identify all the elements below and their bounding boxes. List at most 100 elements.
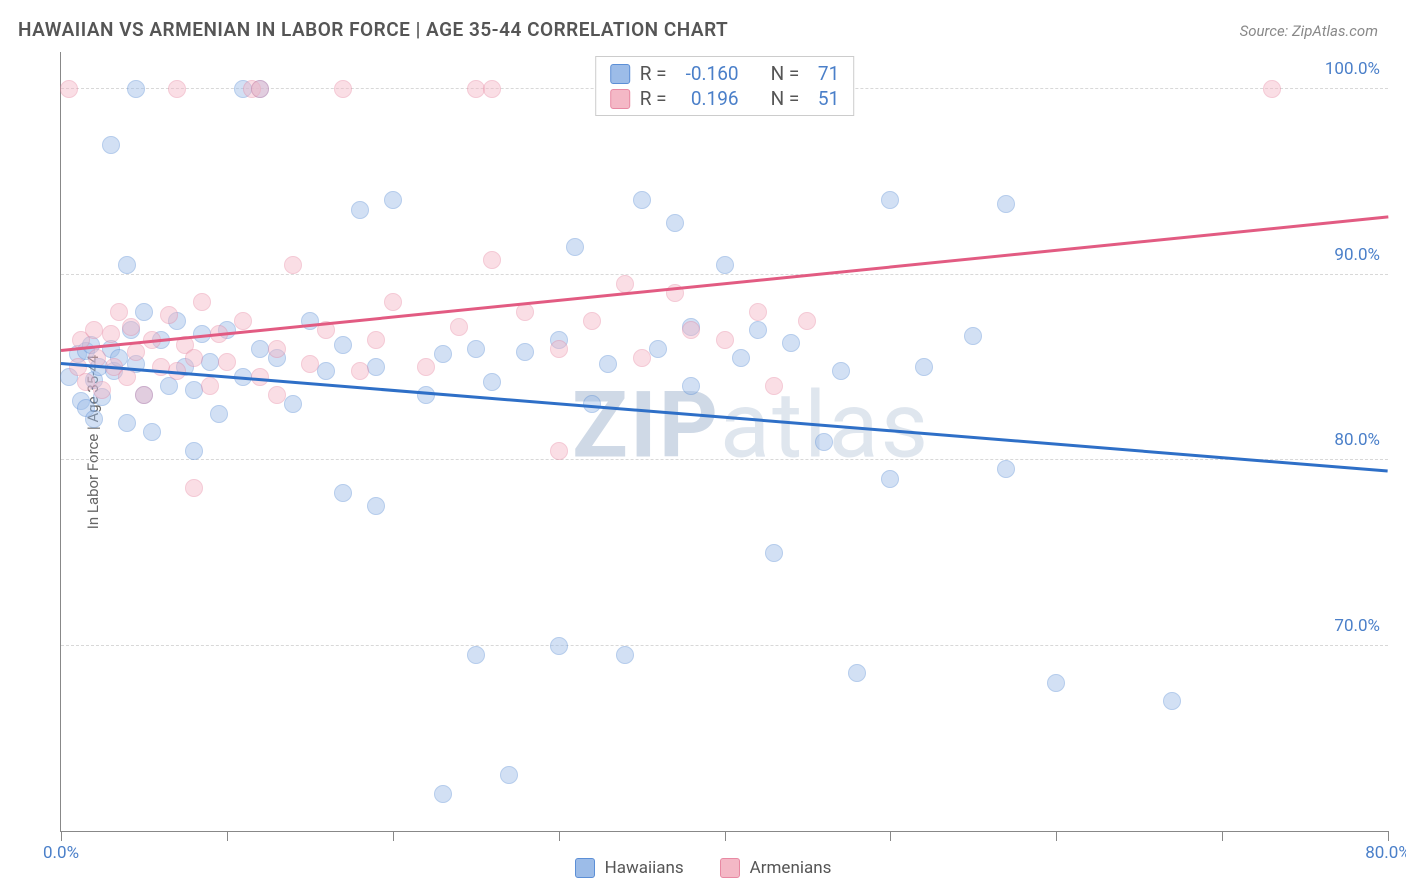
- legend-r-value: -0.160: [677, 62, 739, 85]
- data-point: [118, 256, 136, 274]
- data-point: [85, 410, 103, 428]
- data-point: [716, 331, 734, 349]
- data-point: [666, 214, 684, 232]
- y-tick-label: 100.0%: [1325, 59, 1380, 79]
- data-point: [251, 80, 269, 98]
- data-point: [201, 377, 219, 395]
- data-point: [550, 637, 568, 655]
- data-point: [815, 433, 833, 451]
- data-point: [765, 544, 783, 562]
- data-point: [251, 340, 269, 358]
- gridline: [61, 645, 1388, 646]
- x-tick: [1222, 831, 1223, 841]
- data-point: [550, 340, 568, 358]
- data-point: [334, 80, 352, 98]
- x-tick: [890, 831, 891, 841]
- data-point: [649, 340, 667, 358]
- data-point: [881, 191, 899, 209]
- data-point: [716, 256, 734, 274]
- watermark: ZIPatlas: [572, 372, 930, 479]
- x-tick: [393, 831, 394, 841]
- data-point: [143, 423, 161, 441]
- data-point: [85, 321, 103, 339]
- data-point: [210, 405, 228, 423]
- series-legend: Hawaiians Armenians: [0, 858, 1406, 878]
- data-point: [367, 497, 385, 515]
- x-tick: [61, 831, 62, 841]
- legend-n-value: 71: [809, 62, 839, 85]
- data-point: [483, 373, 501, 391]
- data-point: [284, 256, 302, 274]
- data-point: [616, 275, 634, 293]
- data-point: [152, 358, 170, 376]
- data-point: [135, 303, 153, 321]
- data-point: [848, 664, 866, 682]
- legend-n-value: 51: [809, 87, 839, 110]
- legend-r-label: R =: [640, 62, 667, 85]
- legend-swatch: [610, 64, 630, 84]
- data-point: [367, 358, 385, 376]
- data-point: [185, 479, 203, 497]
- data-point: [268, 386, 286, 404]
- data-point: [483, 80, 501, 98]
- data-point: [251, 368, 269, 386]
- data-point: [127, 343, 145, 361]
- data-point: [798, 312, 816, 330]
- legend-swatch: [610, 89, 630, 109]
- data-point: [749, 321, 767, 339]
- data-point: [127, 80, 145, 98]
- trend-line: [61, 362, 1388, 472]
- data-point: [185, 381, 203, 399]
- data-point: [201, 353, 219, 371]
- data-point: [185, 349, 203, 367]
- y-tick-label: 90.0%: [1334, 245, 1380, 265]
- data-point: [122, 318, 140, 336]
- data-point: [301, 355, 319, 373]
- series-legend-item: Hawaiians: [575, 858, 684, 878]
- series-legend-item: Armenians: [720, 858, 832, 878]
- series-name: Hawaiians: [605, 858, 684, 878]
- data-point: [467, 80, 485, 98]
- data-point: [599, 355, 617, 373]
- data-point: [434, 345, 452, 363]
- plot-region: ZIPatlas R =-0.160N =71R =0.196N =51 70.…: [60, 52, 1388, 832]
- data-point: [782, 334, 800, 352]
- data-point: [467, 646, 485, 664]
- x-tick: [1056, 831, 1057, 841]
- data-point: [500, 766, 518, 784]
- data-point: [997, 195, 1015, 213]
- data-point: [633, 349, 651, 367]
- data-point: [682, 321, 700, 339]
- data-point: [483, 251, 501, 269]
- data-point: [732, 349, 750, 367]
- y-tick-label: 80.0%: [1334, 430, 1380, 450]
- data-point: [1163, 692, 1181, 710]
- gridline: [61, 459, 1388, 460]
- data-point: [997, 460, 1015, 478]
- correlation-legend: R =-0.160N =71R =0.196N =51: [595, 56, 855, 116]
- data-point: [881, 470, 899, 488]
- data-point: [185, 442, 203, 460]
- data-point: [60, 80, 78, 98]
- data-point: [915, 358, 933, 376]
- data-point: [749, 303, 767, 321]
- data-point: [417, 386, 435, 404]
- legend-n-label: N =: [771, 62, 800, 85]
- data-point: [633, 191, 651, 209]
- data-point: [234, 312, 252, 330]
- data-point: [334, 484, 352, 502]
- chart-source: Source: ZipAtlas.com: [1240, 22, 1378, 40]
- data-point: [467, 340, 485, 358]
- data-point: [93, 381, 111, 399]
- legend-swatch: [720, 858, 740, 878]
- series-name: Armenians: [750, 858, 832, 878]
- data-point: [135, 386, 153, 404]
- data-point: [832, 362, 850, 380]
- data-point: [268, 340, 286, 358]
- legend-row: R =0.196N =51: [610, 86, 840, 111]
- legend-r-value: 0.196: [677, 87, 739, 110]
- data-point: [102, 325, 120, 343]
- legend-r-label: R =: [640, 87, 667, 110]
- data-point: [351, 201, 369, 219]
- data-point: [566, 238, 584, 256]
